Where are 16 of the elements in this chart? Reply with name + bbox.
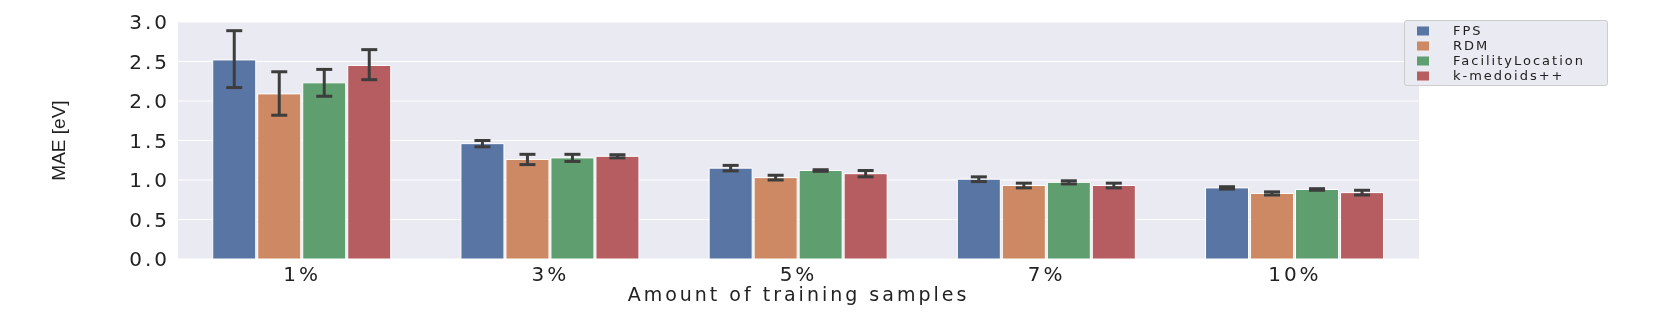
y-tick-label: 0.5: [129, 207, 170, 232]
x-tick-label: 1%: [283, 262, 321, 287]
y-tick-label: 1.5: [129, 128, 170, 153]
y-tick-label: 2.0: [129, 89, 170, 114]
x-tick-label: 10%: [1268, 262, 1322, 287]
x-tick-label: 3%: [531, 262, 570, 287]
x-tick-label: 7%: [1027, 262, 1066, 287]
legend-label: FPS: [1452, 23, 1483, 38]
legend-label: FacilityLocation: [1452, 53, 1585, 68]
legend-label: RDM: [1452, 38, 1490, 53]
y-tick-label: 1.0: [129, 168, 170, 193]
y-tick-label: 2.5: [129, 49, 170, 74]
y-tick-label: 0.0: [129, 247, 170, 272]
y-axis-title: MAE [eV]: [47, 100, 69, 181]
legend-label: k-medoids++: [1452, 68, 1565, 83]
y-tick-label: 3.0: [129, 10, 170, 35]
